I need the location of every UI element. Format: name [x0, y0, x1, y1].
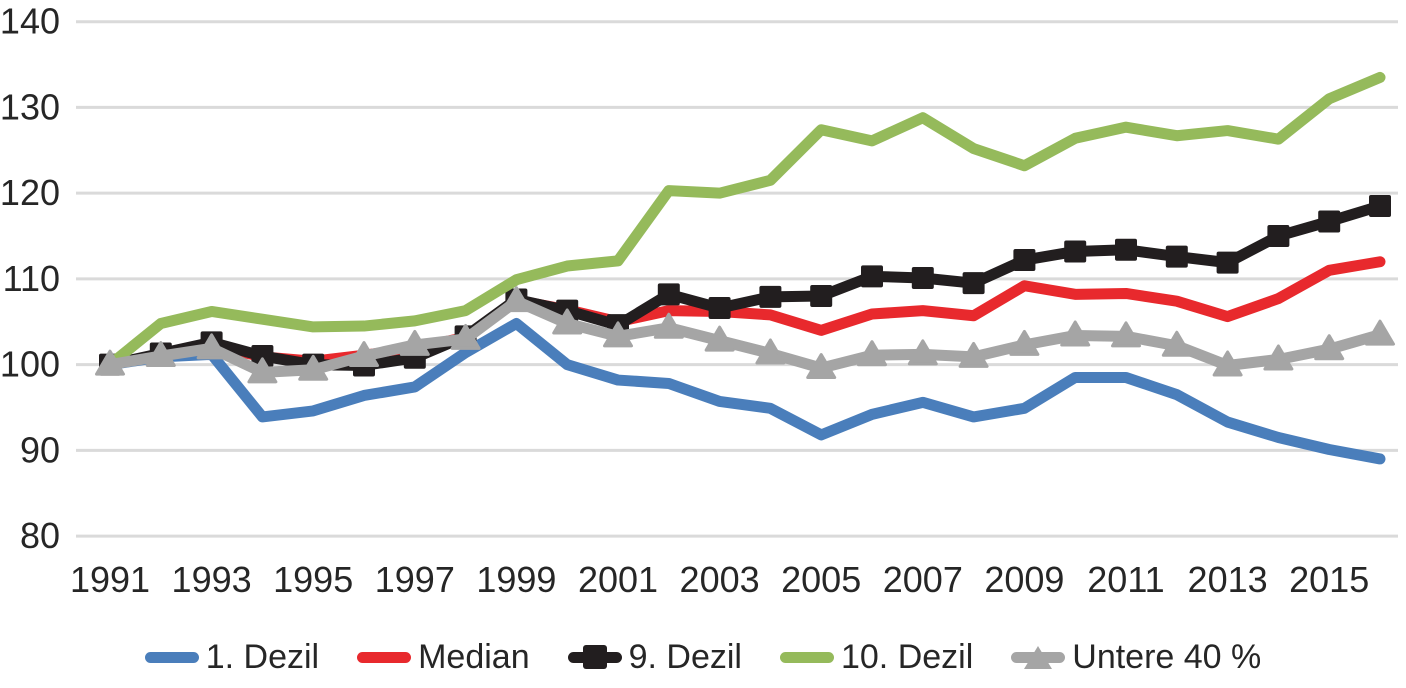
legend-label: Median — [418, 638, 530, 676]
series-marker-square-9-dezil — [1216, 251, 1239, 274]
y-axis-tick-label: 110 — [3, 258, 60, 299]
x-axis-tick-label: 2003 — [680, 559, 760, 600]
series-marker-square-9-dezil — [657, 283, 680, 306]
series-marker-triangle-untere-40 — [1161, 330, 1192, 357]
legend-swatch-untere-40 — [1011, 643, 1066, 671]
series-marker-triangle-untere-40 — [1314, 334, 1345, 361]
x-axis-tick-label: 1997 — [375, 559, 455, 600]
series-marker-triangle-untere-40 — [399, 329, 430, 356]
y-axis-tick-label: 90 — [20, 429, 60, 470]
series-marker-triangle-untere-40 — [806, 353, 837, 380]
series-marker-triangle-untere-40 — [857, 340, 887, 367]
series-line-1-dezil — [104, 317, 1386, 465]
legend-item-10-dezil: 10. Dezil — [779, 638, 974, 676]
series-marker-square-9-dezil — [861, 265, 883, 288]
series-marker-square-9-dezil — [911, 267, 934, 290]
x-axis-tick-label: 2011 — [1087, 559, 1164, 600]
y-axis-tick-label: 100 — [0, 344, 60, 385]
series-marker-square-9-dezil — [1369, 195, 1391, 218]
legend-swatch-1-dezil — [144, 643, 199, 671]
legend-item-9-dezil: 9. Dezil — [567, 638, 742, 676]
y-axis-tick-label: 140 — [0, 1, 60, 42]
x-axis-tick-label: 2013 — [1188, 559, 1268, 600]
series-line-10-dezil — [104, 71, 1386, 371]
x-axis-tick-label: 2005 — [781, 559, 861, 600]
legend-label: 9. Dezil — [628, 638, 742, 676]
series-marker-triangle-untere-40 — [196, 333, 227, 360]
legend-label: 10. Dezil — [840, 638, 974, 676]
series-marker-triangle-untere-40 — [1212, 350, 1243, 377]
legend-line-sample-icon — [357, 652, 412, 663]
series-marker-square-9-dezil — [1013, 249, 1036, 272]
series-marker-triangle-untere-40 — [704, 325, 735, 352]
series-marker-triangle-untere-40 — [1365, 319, 1395, 346]
series-marker-triangle-untere-40 — [653, 312, 684, 339]
x-axis-tick-label: 2001 — [578, 559, 658, 600]
y-axis-tick-label: 120 — [0, 172, 60, 213]
series-marker-square-9-dezil — [962, 272, 985, 295]
x-axis-tick-label: 1991 — [70, 559, 150, 600]
series-marker-square-9-dezil — [251, 345, 274, 368]
series-marker-triangle-untere-40 — [1009, 329, 1040, 356]
series-marker-square-9-dezil — [708, 297, 731, 320]
legend-square-marker-icon — [582, 645, 607, 669]
series-marker-triangle-untere-40 — [1263, 344, 1294, 371]
legend-label: Untere 40 % — [1072, 638, 1262, 676]
series-marker-triangle-untere-40 — [907, 339, 938, 366]
legend-item-1-dezil: 1. Dezil — [144, 638, 320, 676]
series-marker-square-9-dezil — [1064, 240, 1087, 263]
series-marker-triangle-untere-40 — [349, 341, 379, 368]
x-axis-tick-label: 1999 — [476, 559, 556, 600]
series-marker-triangle-untere-40 — [755, 338, 786, 365]
x-axis-tick-label: 1993 — [172, 559, 252, 600]
legend-line-sample-icon — [144, 652, 199, 663]
series-marker-triangle-untere-40 — [501, 286, 532, 313]
legend-triangle-marker-icon — [1024, 646, 1053, 669]
series-marker-triangle-untere-40 — [1060, 320, 1091, 347]
series-marker-triangle-untere-40 — [247, 357, 278, 384]
series-marker-triangle-untere-40 — [450, 323, 481, 350]
legend-item-untere-40: Untere 40 % — [1011, 640, 1261, 674]
series-marker-triangle-untere-40 — [958, 341, 989, 368]
legend-item-median: Median — [357, 640, 530, 674]
y-axis-tick-label: 80 — [20, 515, 60, 556]
series-marker-square-9-dezil — [759, 285, 782, 308]
series-marker-triangle-untere-40 — [95, 349, 125, 376]
series-marker-triangle-untere-40 — [603, 321, 633, 348]
x-axis-tick-label: 2009 — [984, 559, 1064, 600]
series-marker-square-9-dezil — [1318, 210, 1341, 233]
series-marker-square-9-dezil — [1165, 245, 1188, 268]
legend-swatch-9-dezil — [567, 643, 622, 671]
chart-legend: 1. Dezil Median 9. Dezil 10. Dezil Untere 40… — [0, 634, 1406, 680]
x-axis-tick-label: 2007 — [883, 559, 963, 600]
series-marker-square-9-dezil — [1115, 238, 1137, 261]
x-axis-tick-label: 2015 — [1289, 559, 1369, 600]
y-axis-tick-label: 130 — [0, 86, 60, 127]
series-marker-square-9-dezil — [810, 285, 833, 308]
series-marker-triangle-untere-40 — [1111, 321, 1141, 348]
series-marker-triangle-untere-40 — [145, 341, 176, 368]
x-axis-tick-label: 1995 — [273, 559, 353, 600]
legend-swatch-10-dezil — [779, 643, 834, 671]
legend-line-sample-icon — [779, 652, 834, 663]
legend-swatch-median — [357, 643, 412, 671]
chart-canvas: 80 90 100 110 120 130 140 1991 1993 1995 1997 1999 2… — [0, 1, 1398, 600]
series-marker-triangle-untere-40 — [298, 354, 329, 381]
line-chart: 80 90 100 110 120 130 140 1991 1993 1995 1997 1999 2… — [0, 1, 1398, 600]
series-marker-triangle-untere-40 — [552, 308, 583, 335]
series-marker-square-9-dezil — [1267, 225, 1290, 248]
legend-label: 1. Dezil — [205, 638, 320, 676]
